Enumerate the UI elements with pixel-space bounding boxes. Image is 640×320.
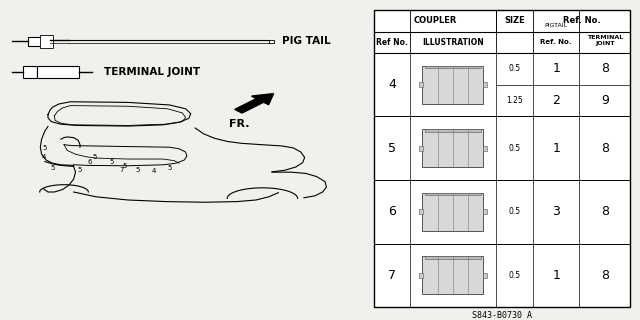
Text: 0.5: 0.5 (509, 207, 520, 216)
Bar (374, 10, 630, 307)
Text: COUPLER: COUPLER (413, 16, 457, 25)
Text: 8: 8 (601, 62, 609, 75)
Text: FR.: FR. (229, 119, 250, 129)
Bar (422, 66, 483, 104)
Text: S843-B0730 A: S843-B0730 A (472, 311, 532, 320)
FancyArrow shape (235, 93, 274, 113)
Text: 0.5: 0.5 (509, 64, 520, 73)
Text: 4: 4 (152, 168, 156, 174)
Bar (425, 66, 481, 68)
Text: 1: 1 (552, 269, 560, 282)
Text: SIZE: SIZE (504, 16, 525, 25)
Text: 0.5: 0.5 (509, 144, 520, 153)
Text: 5: 5 (136, 167, 140, 173)
Text: 2: 2 (552, 94, 560, 107)
Bar (269, 40, 274, 43)
Text: 5: 5 (78, 167, 82, 172)
Bar (422, 193, 483, 231)
Bar (419, 209, 423, 214)
Text: 5: 5 (51, 165, 55, 171)
Bar (422, 129, 483, 167)
Text: Ref. No.: Ref. No. (563, 16, 600, 25)
Text: 1: 1 (552, 142, 560, 155)
Text: Ref No.: Ref No. (376, 38, 408, 47)
Text: 6: 6 (388, 205, 396, 218)
Bar (40, 35, 53, 48)
Text: 3: 3 (552, 205, 560, 218)
Text: 6: 6 (87, 159, 92, 164)
Text: PIGTAIL: PIGTAIL (545, 23, 568, 28)
Bar (419, 82, 423, 87)
Text: 5: 5 (43, 145, 47, 151)
Bar (422, 256, 483, 294)
Bar (425, 256, 481, 259)
Bar (483, 82, 487, 87)
Bar (425, 193, 481, 195)
Text: 1: 1 (552, 62, 560, 75)
Text: 4: 4 (388, 78, 396, 91)
Text: 8: 8 (601, 142, 609, 155)
Text: ILLUSTRATION: ILLUSTRATION (422, 38, 484, 47)
Text: 7: 7 (119, 167, 124, 172)
Bar (483, 146, 487, 151)
Text: 1.25: 1.25 (506, 96, 523, 105)
Text: 5: 5 (110, 159, 114, 164)
Text: 9: 9 (601, 94, 609, 107)
Bar (37, 66, 79, 78)
Text: 5: 5 (388, 142, 396, 155)
Text: 5: 5 (93, 154, 97, 160)
Text: 8: 8 (601, 205, 609, 218)
Text: 5: 5 (168, 165, 172, 171)
Text: TERMINAL
JOINT: TERMINAL JOINT (587, 36, 623, 46)
Text: 7: 7 (388, 269, 396, 282)
Bar (419, 146, 423, 151)
Text: 0.5: 0.5 (509, 271, 520, 280)
Text: PIG TAIL: PIG TAIL (282, 36, 330, 46)
Bar (23, 66, 37, 78)
Bar (28, 37, 50, 46)
Text: TERMINAL JOINT: TERMINAL JOINT (104, 67, 200, 77)
Text: 4: 4 (42, 154, 45, 160)
Text: Ref. No.: Ref. No. (540, 39, 572, 45)
Text: 8: 8 (601, 269, 609, 282)
Bar (483, 209, 487, 214)
Bar (425, 129, 481, 132)
Bar (419, 273, 423, 278)
Bar (483, 273, 487, 278)
Text: 5: 5 (123, 163, 127, 169)
